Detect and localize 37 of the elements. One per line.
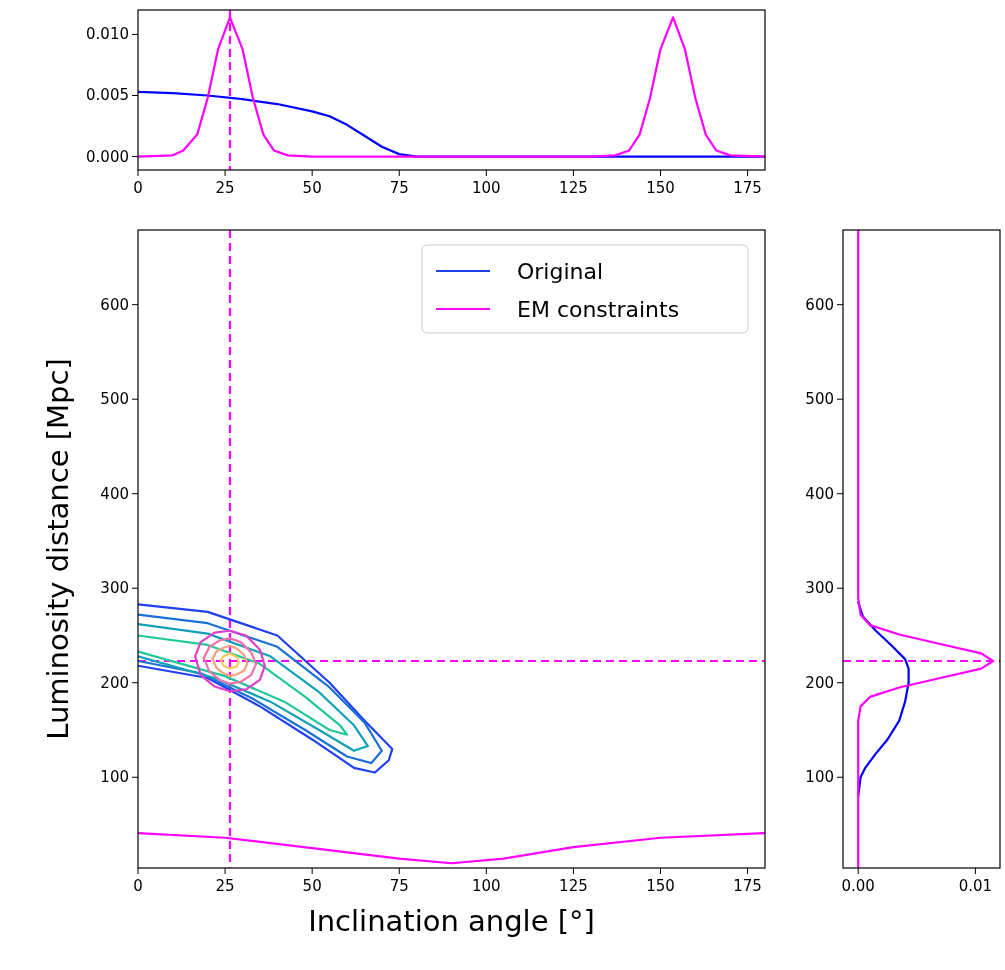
x-tick-label: 175 — [733, 179, 762, 197]
y-tick-label: 300 — [805, 579, 834, 598]
x-tick-label: 0.00 — [841, 877, 875, 895]
x-tick-label: 50 — [302, 877, 322, 895]
y-tick-label: 500 — [805, 390, 834, 409]
x-tick-label: 0.01 — [958, 877, 993, 895]
y-tick-label: 0.005 — [86, 86, 129, 105]
y-tick-label: 600 — [805, 295, 834, 314]
y-tick-label: 200 — [100, 673, 129, 692]
y-tick-label: 100 — [100, 768, 129, 787]
x-tick-label: 100 — [472, 179, 501, 197]
x-tick-label: 125 — [559, 179, 588, 197]
x-tick-label: 0 — [133, 179, 143, 197]
y-tick-label: 600 — [100, 295, 129, 314]
x-tick-label: 50 — [302, 179, 322, 197]
y-tick-label: 100 — [805, 768, 834, 787]
x-tick-label: 125 — [559, 877, 588, 895]
y-tick-label: 500 — [100, 390, 129, 409]
x-tick-label: 150 — [646, 877, 675, 895]
x-tick-label: 0 — [133, 877, 143, 895]
x-axis-title: Inclination angle [°] — [308, 904, 595, 938]
legend-label: EM constraints — [517, 297, 680, 322]
y-tick-label: 0.010 — [86, 25, 129, 44]
x-tick-label: 75 — [389, 877, 409, 895]
x-tick-label: 150 — [646, 179, 675, 197]
legend-label: Original — [517, 259, 604, 284]
y-tick-label: 400 — [100, 484, 129, 503]
y-tick-label: 200 — [805, 673, 834, 692]
y-axis-title: Luminosity distance [Mpc] — [41, 358, 75, 740]
x-tick-label: 175 — [733, 877, 762, 895]
x-tick-label: 100 — [472, 877, 501, 895]
x-tick-label: 25 — [215, 179, 235, 197]
y-tick-label: 400 — [805, 484, 834, 503]
y-tick-label: 300 — [100, 579, 129, 598]
x-tick-label: 25 — [215, 877, 235, 895]
y-tick-label: 0.000 — [86, 147, 129, 166]
x-tick-label: 75 — [389, 179, 409, 197]
